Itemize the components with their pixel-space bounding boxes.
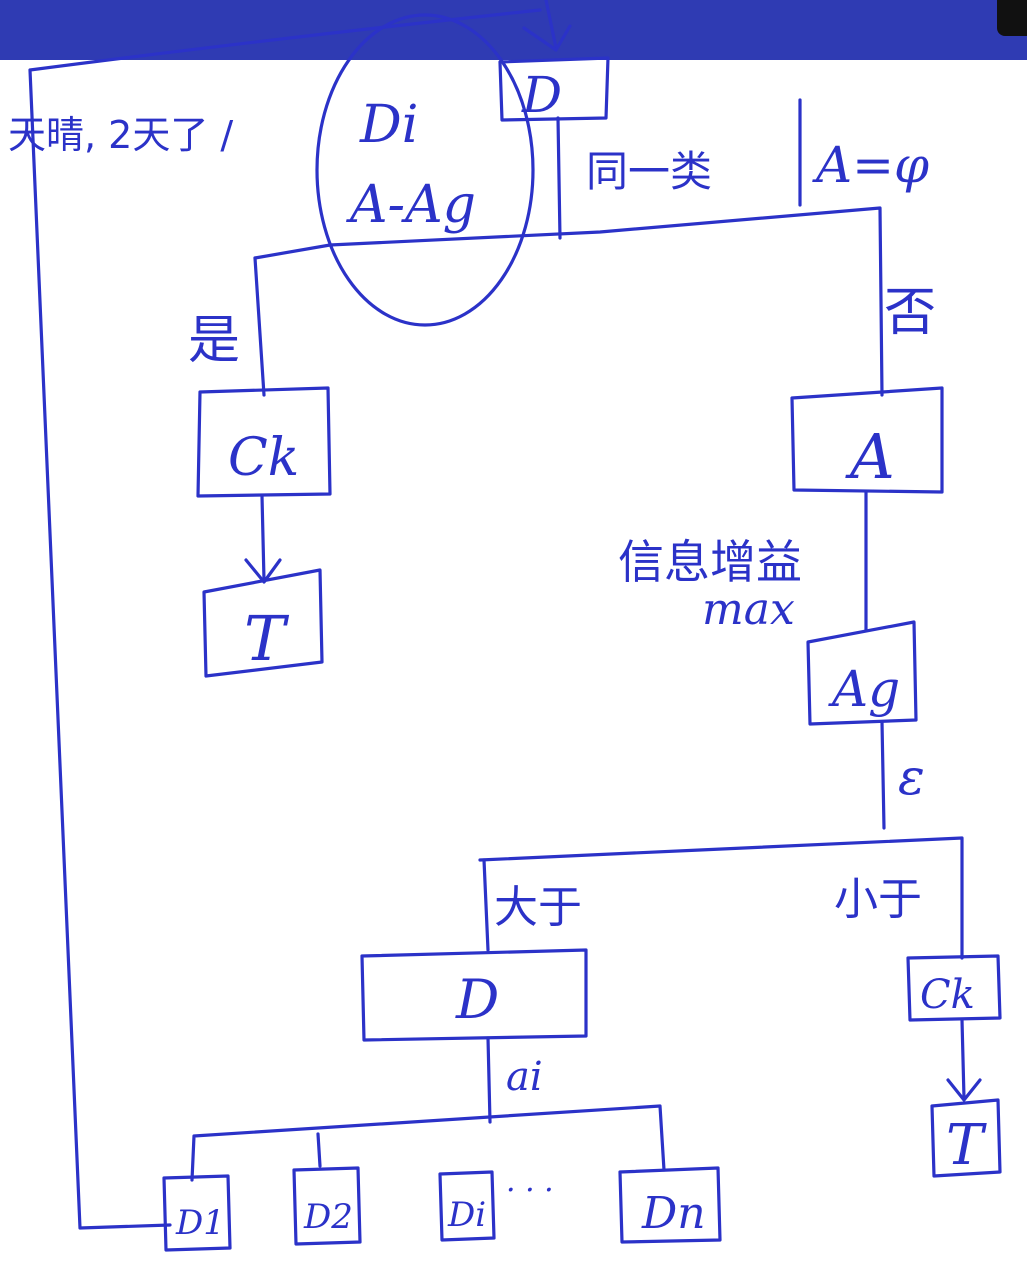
t-left-box-outline [202,568,324,678]
no-branch-label: 否 [884,283,936,343]
epsilon-note: ε [898,748,925,806]
d-mid-box-outline [360,948,588,1042]
epsilon-split-line [478,836,964,960]
greater-branch-label: 大于 [494,882,582,933]
d-mid-node-label: D [455,968,499,1031]
circled-note-bottom: A-Ag [346,175,476,235]
feedback-loop-line [28,8,542,1230]
ck-right-arrow-head [946,1078,982,1102]
root-stem-line [556,116,562,240]
children-split-line [190,1104,666,1182]
main-split-line [253,206,884,397]
root-box-outline [498,56,610,122]
ck-right-box-outline [906,954,1002,1022]
root-node-label: D [521,66,562,124]
ag-stem-line [880,720,886,830]
ai-note: ai [506,1054,543,1100]
less-branch-label: 小于 [834,874,922,925]
ck-left-node-label: Ck [228,428,299,488]
circled-note-top: Di [359,95,418,155]
ag-node-label: Ag [828,660,900,718]
greater-branch-line [482,858,490,952]
corner-tab[interactable] [997,0,1027,36]
d-mid-stem-line [486,1036,492,1124]
ck-right-node-label: Ck [920,972,975,1018]
loop-arrow-head [522,24,572,52]
t-left-node-label: T [244,602,290,675]
dn-box-outline [618,1166,722,1244]
d2-node-label: D2 [303,1197,353,1237]
ck-left-arrow-stem [260,494,266,582]
ck-left-box-outline [196,386,332,498]
ag-box-outline [806,620,918,726]
di-node-label: Di [447,1195,486,1235]
dn-node-label: Dn [641,1188,706,1239]
a-node-label: A [845,420,895,493]
a-box-outline [790,386,944,494]
top-left-note: 天晴, 2天了 / [8,113,233,157]
d2-tick-line [316,1132,322,1168]
di-box-outline [438,1170,496,1242]
info-gain-note: 信息增益 [618,535,802,589]
d1-node-label: D1 [175,1203,225,1243]
max-note: max [702,584,795,635]
top-toolbar-bar [0,0,1027,60]
empty-attribute-note: A=φ [812,136,929,194]
children-ellipsis: · · · [506,1173,554,1208]
ck-right-arrow-stem [960,1018,966,1100]
d1-box-outline [162,1174,232,1252]
t-right-box-outline [930,1098,1002,1178]
same-class-note: 同一类 [586,147,712,196]
left-branch-line [253,256,266,397]
d2-box-outline [292,1166,362,1246]
loop-arrow-stem [544,0,558,50]
yes-branch-label: 是 [188,311,240,371]
circled-note-outline [315,13,535,327]
t-right-node-label: T [946,1113,987,1178]
